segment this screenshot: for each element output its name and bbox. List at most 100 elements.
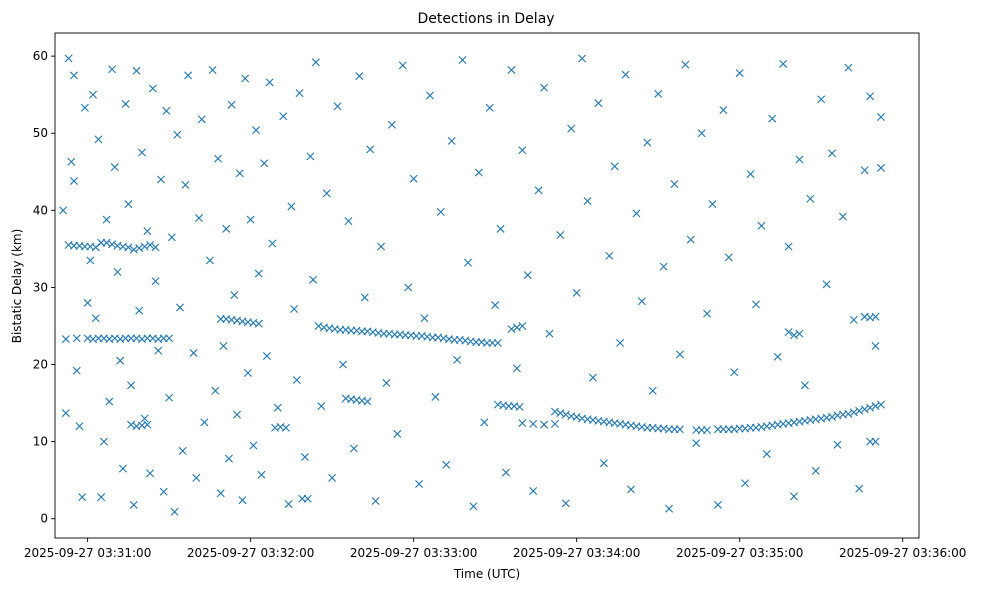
scatter-point [637, 297, 646, 306]
scatter-point [518, 146, 527, 155]
scatter-point [262, 352, 271, 361]
scatter-point [675, 425, 684, 434]
scatter-point [360, 293, 369, 302]
scatter-point [151, 243, 160, 252]
scatter-point [844, 63, 853, 72]
y-tick-label: 60 [33, 49, 48, 63]
scatter-point [540, 420, 549, 429]
scatter-point [227, 100, 236, 109]
scatter-point [135, 244, 144, 253]
scatter-point [871, 312, 880, 321]
scatter-point [173, 130, 182, 139]
scatter-point [300, 453, 309, 462]
scatter-point [610, 162, 619, 171]
scatter-point [871, 342, 880, 351]
scatter-point [632, 209, 641, 218]
scatter-point [314, 321, 323, 330]
x-axis-label: Time (UTC) [453, 567, 520, 581]
data-marks [59, 54, 885, 516]
scatter-point [287, 202, 296, 211]
scatter-point [746, 170, 755, 179]
scatter-point [860, 405, 869, 414]
scatter-point [675, 350, 684, 359]
scatter-point [540, 83, 549, 92]
scatter-point [567, 124, 576, 133]
y-axis: 0 10 20 30 40 50 60 [33, 49, 55, 526]
scatter-point [436, 207, 445, 216]
scatter-point [849, 315, 858, 324]
chart-title: Detections in Delay [417, 11, 554, 27]
scatter-point [703, 309, 712, 318]
scatter-point [75, 422, 84, 431]
scatter-point [790, 492, 799, 501]
scatter-point [246, 215, 255, 224]
scatter-point [371, 497, 380, 505]
scatter-point [621, 70, 630, 79]
scatter-point [665, 504, 674, 513]
scatter-point [556, 231, 565, 239]
scatter-point [83, 298, 92, 307]
scatter-point [99, 437, 108, 446]
scatter-point [773, 352, 782, 361]
scatter-point [363, 397, 372, 406]
scatter-point [866, 92, 875, 101]
scatter-point [838, 212, 847, 221]
scatter-point [442, 460, 451, 469]
scatter-point [260, 159, 269, 168]
scatter-point [233, 410, 242, 419]
scatter-point [214, 154, 223, 163]
scatter-point [860, 166, 869, 175]
scatter-point [512, 323, 521, 332]
scatter-point [507, 325, 516, 334]
scatter-point [588, 373, 597, 382]
scatter-point [534, 186, 543, 195]
scatter-point [127, 381, 136, 390]
scatter-point [871, 402, 880, 411]
scatter-point [708, 200, 717, 209]
scatter-point [572, 412, 581, 421]
scatter-point [243, 369, 252, 377]
scatter-point [197, 115, 206, 124]
x-axis: 2025-09-27 03:31:00 2025-09-27 03:32:00 20… [24, 538, 966, 560]
scatter-point [518, 419, 527, 428]
scatter-point [86, 256, 95, 265]
scatter-point [309, 275, 318, 284]
scatter-point [94, 135, 103, 144]
scatter-point [382, 379, 391, 388]
scatter-point [377, 242, 386, 251]
scatter-point [469, 502, 478, 511]
x-tick-label: 2025-09-27 03:33:00 [350, 546, 477, 560]
scatter-point [855, 484, 864, 493]
scatter-point [284, 500, 293, 509]
scatter-point [431, 392, 440, 401]
scatter-point [132, 66, 141, 75]
scatter-point [97, 493, 106, 502]
scatter-point [697, 129, 706, 138]
scatter-point [135, 306, 144, 315]
scatter-point [165, 334, 174, 343]
scatter-point [502, 468, 511, 477]
scatter-point [290, 305, 299, 314]
scatter-point [768, 114, 777, 123]
scatter-point [265, 78, 274, 87]
scatter-point [91, 243, 100, 252]
scatter-point [175, 303, 184, 312]
scatter-point [496, 224, 505, 233]
scatter-point [512, 364, 521, 373]
scatter-point [515, 402, 524, 411]
scatter-point [583, 197, 592, 206]
scatter-point [529, 419, 538, 428]
scatter-point [146, 469, 155, 478]
x-tick-label: 2025-09-27 03:35:00 [676, 546, 803, 560]
scatter-point [124, 243, 133, 252]
scatter-point [129, 245, 138, 254]
scatter-point [143, 227, 152, 236]
scatter-point [328, 473, 337, 482]
scatter-point [219, 342, 228, 351]
scatter-point [425, 91, 434, 100]
y-tick-label: 40 [33, 203, 48, 217]
scatter-point [121, 99, 130, 108]
scatter-point [167, 233, 176, 242]
